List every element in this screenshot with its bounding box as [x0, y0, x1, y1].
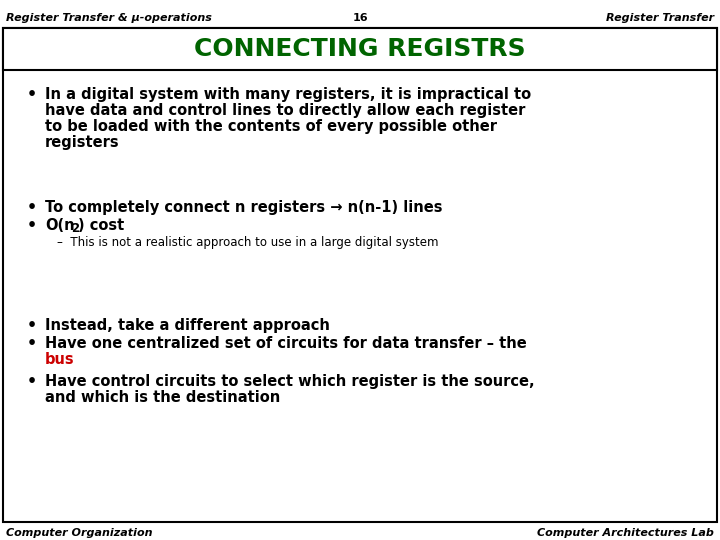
Text: Have one centralized set of circuits for data transfer – the: Have one centralized set of circuits for… [45, 336, 527, 351]
Bar [3, 28, 717, 70]
Text: •: • [27, 87, 37, 102]
Text: To completely connect n registers → n(n-1) lines: To completely connect n registers → n(n-… [45, 200, 443, 215]
Text: bus: bus [45, 352, 75, 367]
Text: ) cost: ) cost [78, 218, 125, 233]
Text: Register Transfer & μ-operations: Register Transfer & μ-operations [6, 13, 212, 23]
Text: Register Transfer: Register Transfer [606, 13, 714, 23]
Text: Have control circuits to select which register is the source,: Have control circuits to select which re… [45, 374, 535, 389]
Text: 2: 2 [71, 222, 79, 235]
Text: –  This is not a realistic approach to use in a large digital system: – This is not a realistic approach to us… [57, 236, 438, 249]
Text: to be loaded with the contents of every possible other: to be loaded with the contents of every … [45, 119, 497, 134]
Text: 16: 16 [352, 13, 368, 23]
Text: •: • [27, 200, 37, 215]
Text: Computer Organization: Computer Organization [6, 528, 153, 538]
Text: Computer Architectures Lab: Computer Architectures Lab [537, 528, 714, 538]
Text: •: • [27, 336, 37, 351]
Text: O(n: O(n [45, 218, 75, 233]
Text: Instead, take a different approach: Instead, take a different approach [45, 318, 330, 333]
Text: CONNECTING REGISTRS: CONNECTING REGISTRS [194, 37, 526, 61]
Text: •: • [27, 218, 37, 233]
Text: In a digital system with many registers, it is impractical to: In a digital system with many registers,… [45, 87, 531, 102]
Text: and which is the destination: and which is the destination [45, 390, 280, 405]
Text: registers: registers [45, 135, 120, 150]
Text: have data and control lines to directly allow each register: have data and control lines to directly … [45, 103, 526, 118]
Text: •: • [27, 374, 37, 389]
Text: •: • [27, 318, 37, 333]
